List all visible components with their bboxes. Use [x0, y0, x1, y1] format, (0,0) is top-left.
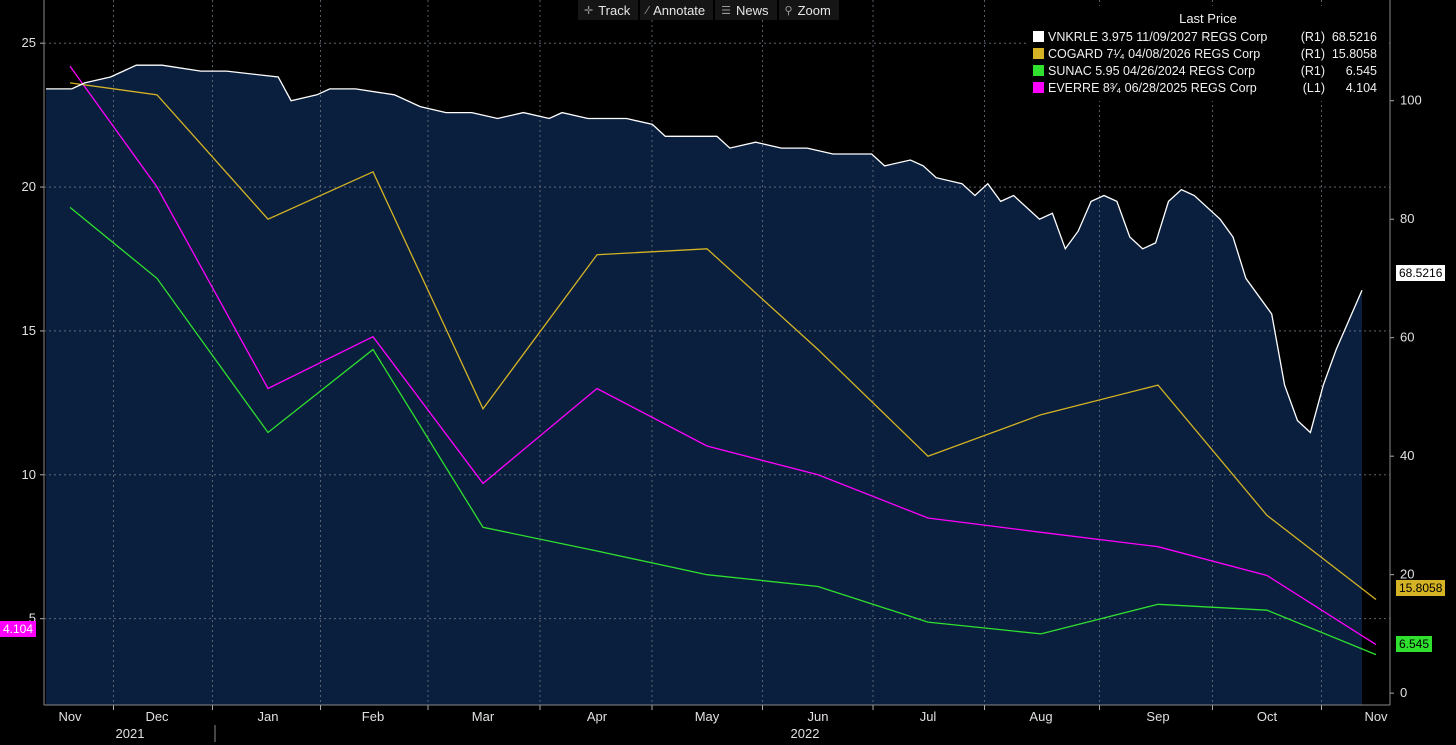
legend-item[interactable]: EVERRE 8³⁄₄ 06/28/2025 REGS Corp (L1) 4.… [1027, 79, 1389, 96]
series-area-0 [46, 65, 1362, 705]
crosshair-icon: ✛ [584, 3, 594, 17]
track-label: Track [598, 2, 631, 18]
magnifier-icon: ⚲ [784, 3, 793, 17]
left-tick-label: 25 [22, 35, 36, 50]
legend-axis: (R1) [1300, 63, 1325, 78]
zoom-label: Zoom [797, 2, 831, 18]
right-tick-label: 100 [1400, 93, 1422, 108]
left-tick-label: 5 [29, 611, 36, 626]
last-value-tag-everre: 4.104 [0, 621, 37, 637]
series-line-2 [69, 206, 1377, 656]
legend-item[interactable]: COGARD 7¹⁄₄ 04/08/2026 REGS Corp (R1) 15… [1027, 45, 1389, 62]
annotate-button[interactable]: ⁄ Annotate [640, 0, 714, 20]
chart-toolbar: ✛ Track ⁄ Annotate ☰ News ⚲ Zoom [578, 0, 839, 20]
month-tick-label: May [695, 709, 720, 724]
legend-axis: (R1) [1300, 29, 1325, 44]
legend-value: 15.8058 [1331, 46, 1377, 61]
legend-item[interactable]: VNKRLE 3.975 11/09/2027 REGS Corp (R1) 6… [1027, 28, 1389, 45]
legend-series-name: VNKRLE 3.975 11/09/2027 REGS Corp [1048, 29, 1268, 44]
last-value-tag-vnkrle: 68.5216 [1396, 265, 1446, 281]
pencil-icon: ⁄ [646, 3, 649, 17]
year-tick-label: 2021 [116, 726, 145, 741]
legend-series-name: COGARD 7¹⁄₄ 04/08/2026 REGS Corp [1048, 46, 1261, 61]
month-tick-label: Aug [1029, 709, 1052, 724]
right-tick-label: 0 [1400, 685, 1407, 700]
right-tick-label: 80 [1400, 211, 1414, 226]
track-button[interactable]: ✛ Track [578, 0, 639, 20]
legend-swatch [1033, 48, 1044, 59]
legend-axis: (L1) [1302, 80, 1325, 95]
left-tick-label: 15 [22, 323, 36, 338]
news-label: News [736, 2, 769, 18]
month-tick-label: Jan [258, 709, 279, 724]
legend-swatch [1033, 65, 1044, 76]
month-tick-label: Jun [808, 709, 829, 724]
left-tick-label: 10 [22, 467, 36, 482]
month-tick-label: Dec [145, 709, 169, 724]
month-tick-label: Apr [587, 709, 608, 724]
legend: Last Price VNKRLE 3.975 11/09/2027 REGS … [1027, 6, 1389, 101]
zoom-button[interactable]: ⚲ Zoom [778, 0, 839, 20]
news-button[interactable]: ☰ News [715, 0, 777, 20]
year-tick-label: 2022 [791, 726, 820, 741]
legend-series-name: EVERRE 8³⁄₄ 06/28/2025 REGS Corp [1048, 80, 1257, 95]
month-tick-label: Jul [920, 709, 937, 724]
legend-series-name: SUNAC 5.95 04/26/2024 REGS Corp [1048, 63, 1256, 78]
legend-axis: (R1) [1300, 46, 1325, 61]
annotate-label: Annotate [653, 2, 706, 18]
month-tick-label: Oct [1257, 709, 1278, 724]
series-line-0 [46, 64, 1363, 434]
last-value-tag-cogard: 15.8058 [1396, 580, 1446, 596]
month-tick-label: Sep [1146, 709, 1169, 724]
month-tick-label: Nov [1364, 709, 1388, 724]
legend-item[interactable]: SUNAC 5.95 04/26/2024 REGS Corp (R1) 6.5… [1027, 62, 1389, 79]
left-tick-label: 20 [22, 179, 36, 194]
series-line-3 [69, 65, 1377, 646]
legend-value: 4.104 [1345, 80, 1377, 95]
month-tick-label: Nov [58, 709, 82, 724]
right-tick-label: 40 [1400, 448, 1414, 463]
legend-title: Last Price [1179, 11, 1237, 26]
legend-swatch [1033, 31, 1044, 42]
series-line-1 [69, 82, 1377, 601]
month-tick-label: Feb [362, 709, 384, 724]
month-tick-label: Mar [472, 709, 495, 724]
legend-value: 68.5216 [1331, 29, 1377, 44]
news-icon: ☰ [721, 3, 732, 17]
last-value-tag-sunac: 6.545 [1396, 636, 1433, 652]
legend-value: 6.545 [1345, 63, 1377, 78]
legend-swatch [1033, 82, 1044, 93]
right-tick-label: 60 [1400, 330, 1414, 345]
right-tick-label: 20 [1400, 567, 1414, 582]
